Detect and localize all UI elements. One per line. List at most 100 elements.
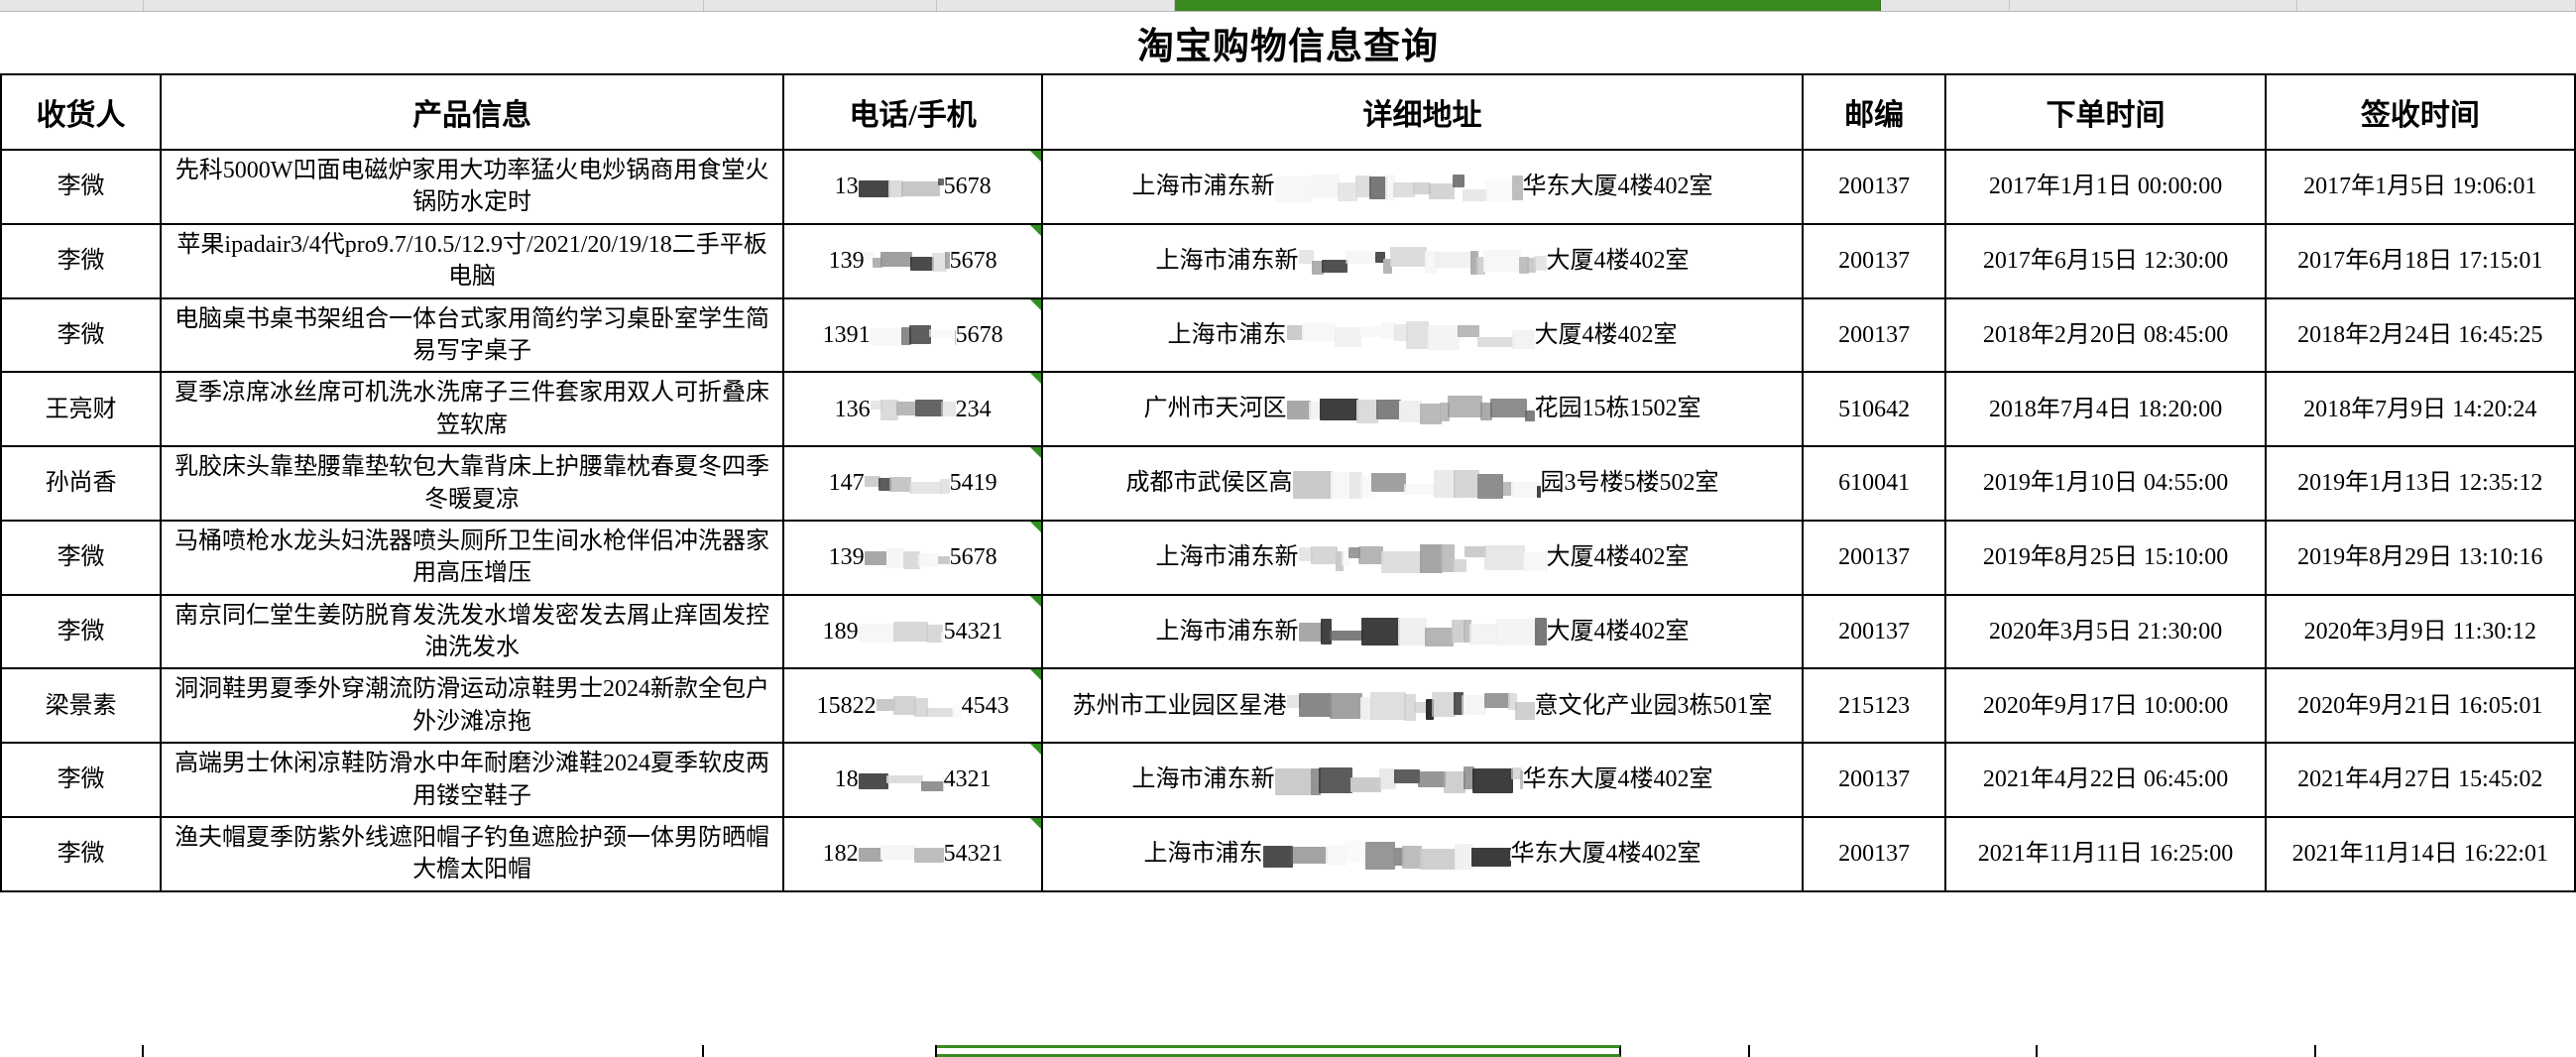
cell-order-time[interactable]: 2017年6月15日 12:30:00 [1944,222,2267,299]
cell-order-time[interactable]: 2021年4月22日 06:45:00 [1944,742,2267,819]
cell-order-time[interactable]: 2021年11月11日 16:25:00 [1944,816,2267,892]
cell-sign-time[interactable]: 2019年1月13日 12:35:12 [2264,445,2576,522]
cell-zipcode[interactable]: 200137 [1801,816,1947,892]
table-row[interactable]: 李微 渔夫帽夏季防紫外线遮阳帽子钓鱼遮脸护颈一体男防晒帽大檐太阳帽 182 54321… [0,816,2576,892]
cell-recipient-name[interactable]: 李微 [0,149,163,225]
cell-product-info[interactable]: 夏季凉席冰丝席可机洗水洗席子三件套家用双人可折叠床笠软席 [160,371,784,448]
column-header-segment-1[interactable] [144,0,704,11]
cell-sign-time[interactable]: 2017年1月5日 19:06:01 [2264,149,2576,225]
table-row[interactable]: 王亮财 夏季凉席冰丝席可机洗水洗席子三件套家用双人可折叠床笠软席 136 234 广州市… [0,371,2576,448]
cell-phone[interactable]: 147 5419 [781,445,1044,522]
cell-product-info[interactable]: 苹果ipadair3/4代pro9.7/10.5/12.9寸/2021/20/1… [160,222,784,299]
cell-recipient-name[interactable]: 李微 [0,742,163,819]
cell-phone[interactable]: 182 54321 [781,816,1044,892]
cell-address[interactable]: 上海市浦东新 华东大厦4楼402室 [1041,742,1804,819]
column-header-zipcode[interactable]: 邮编 [1801,73,1947,151]
column-header-segment-5[interactable] [1881,0,2010,11]
cell-phone[interactable]: 13 5678 [781,149,1044,225]
cell-product-info[interactable]: 马桶喷枪水龙头妇洗器喷头厕所卫生间水枪伴侣冲洗器家用高压增压 [160,519,784,596]
column-header-segment-4[interactable] [1175,0,1881,11]
cell-phone[interactable]: 18 4321 [781,742,1044,819]
column-header-sign-time[interactable]: 签收时间 [2264,73,2576,151]
cell-zipcode[interactable]: 510642 [1801,371,1947,448]
cell-address[interactable]: 成都市武侯区高 园3号楼5楼502室 [1041,445,1804,522]
table-row[interactable]: 李微 南京同仁堂生姜防脱育发洗发水增发密发去屑止痒固发控油洗发水 189 54321 上… [0,593,2576,670]
cell-product-info[interactable]: 渔夫帽夏季防紫外线遮阳帽子钓鱼遮脸护颈一体男防晒帽大檐太阳帽 [160,816,784,892]
column-header-name[interactable]: 收货人 [0,73,163,151]
cell-product-info[interactable]: 南京同仁堂生姜防脱育发洗发水增发密发去屑止痒固发控油洗发水 [160,593,784,670]
cell-address[interactable]: 上海市浦东 大厦4楼402室 [1041,296,1804,374]
cell-order-time[interactable]: 2019年8月25日 15:10:00 [1944,519,2267,596]
cell-address[interactable]: 上海市浦东新 大厦4楼402室 [1041,519,1804,596]
cell-recipient-name[interactable]: 李微 [0,816,163,892]
table-row[interactable]: 梁景素 洞洞鞋男夏季外穿潮流防滑运动凉鞋男士2024新款全包户外沙滩凉拖 15822… [0,667,2576,745]
column-header-phone[interactable]: 电话/手机 [781,73,1044,151]
table-row[interactable]: 孙尚香 乳胶床头靠垫腰靠垫软包大靠背床上护腰靠枕春夏冬四季冬暖夏凉 147 5419 成… [0,445,2576,522]
cell-product-info[interactable]: 先科5000W凹面电磁炉家用大功率猛火电炒锅商用食堂火锅防水定时 [160,149,784,225]
cell-phone[interactable]: 15822 4543 [781,667,1044,745]
cell-sign-time[interactable]: 2020年9月21日 16:05:01 [2264,667,2576,745]
cell-sign-time[interactable]: 2019年8月29日 13:10:16 [2264,519,2576,596]
column-header-segment-2[interactable] [704,0,937,11]
cell-zipcode[interactable]: 200137 [1801,222,1947,299]
cell-address[interactable]: 上海市浦东新 大厦4楼402室 [1041,222,1804,299]
cell-phone[interactable]: 139 5678 [781,222,1044,299]
cell-sign-time[interactable]: 2021年4月27日 15:45:02 [2264,742,2576,819]
cell-zipcode[interactable]: 200137 [1801,149,1947,225]
cell-zipcode[interactable]: 215123 [1801,667,1947,745]
column-header-segment-0[interactable] [0,0,144,11]
address-prefix: 上海市浦东新 [1155,247,1299,274]
column-header-address[interactable]: 详细地址 [1041,73,1804,151]
table-row[interactable]: 李微 电脑桌书桌书架组合一体台式家用简约学习桌卧室学生简易写字桌子 1391 5678… [0,296,2576,374]
cell-zipcode[interactable]: 610041 [1801,445,1947,522]
cell-product-info[interactable]: 洞洞鞋男夏季外穿潮流防滑运动凉鞋男士2024新款全包户外沙滩凉拖 [160,667,784,745]
cell-zipcode[interactable]: 200137 [1801,296,1947,374]
cell-recipient-name[interactable]: 李微 [0,593,163,670]
cell-order-time[interactable]: 2019年1月10日 04:55:00 [1944,445,2267,522]
cell-zipcode[interactable]: 200137 [1801,519,1947,596]
cell-phone[interactable]: 139 5678 [781,519,1044,596]
cell-order-time[interactable]: 2018年7月4日 18:20:00 [1944,371,2267,448]
column-header-segment-3[interactable] [937,0,1175,11]
cell-phone[interactable]: 1391 5678 [781,296,1044,374]
cell-recipient-name[interactable]: 李微 [0,519,163,596]
bottom-cell-product [144,1045,704,1057]
table-row[interactable]: 李微 高端男士休闲凉鞋防滑水中年耐磨沙滩鞋2024夏季软皮两用镂空鞋子 18 4321… [0,742,2576,819]
cell-recipient-name[interactable]: 孙尚香 [0,445,163,522]
cell-address[interactable]: 上海市浦东新 华东大厦4楼402室 [1041,149,1804,225]
column-header-product[interactable]: 产品信息 [160,73,784,151]
cell-sign-time[interactable]: 2017年6月18日 17:15:01 [2264,222,2576,299]
address-suffix: 大厦4楼402室 [1546,247,1690,274]
cell-product-info[interactable]: 乳胶床头靠垫腰靠垫软包大靠背床上护腰靠枕春夏冬四季冬暖夏凉 [160,445,784,522]
column-header-segment-7[interactable] [2297,0,2576,11]
spreadsheet-column-header-strip[interactable] [0,0,2576,12]
cell-address[interactable]: 广州市天河区 花园15栋1502室 [1041,371,1804,448]
cell-sign-time[interactable]: 2018年2月24日 16:45:25 [2264,296,2576,374]
column-header-segment-6[interactable] [2010,0,2297,11]
cell-order-time[interactable]: 2020年9月17日 10:00:00 [1944,667,2267,745]
cell-order-time[interactable]: 2017年1月1日 00:00:00 [1944,149,2267,225]
cell-product-info[interactable]: 高端男士休闲凉鞋防滑水中年耐磨沙滩鞋2024夏季软皮两用镂空鞋子 [160,742,784,819]
cell-order-time[interactable]: 2020年3月5日 21:30:00 [1944,593,2267,670]
cell-sign-time[interactable]: 2018年7月9日 14:20:24 [2264,371,2576,448]
address-suffix: 意文化产业园3栋501室 [1534,692,1773,719]
cell-address[interactable]: 苏州市工业园区星港 意文化产业园3栋501室 [1041,667,1804,745]
table-row[interactable]: 李微 先科5000W凹面电磁炉家用大功率猛火电炒锅商用食堂火锅防水定时 13 5678… [0,149,2576,225]
table-row[interactable]: 李微 苹果ipadair3/4代pro9.7/10.5/12.9寸/2021/20… [0,222,2576,299]
cell-product-info[interactable]: 电脑桌书桌书架组合一体台式家用简约学习桌卧室学生简易写字桌子 [160,296,784,374]
cell-zipcode[interactable]: 200137 [1801,593,1947,670]
cell-phone[interactable]: 189 54321 [781,593,1044,670]
cell-phone[interactable]: 136 234 [781,371,1044,448]
table-row[interactable]: 李微 马桶喷枪水龙头妇洗器喷头厕所卫生间水枪伴侣冲洗器家用高压增压 139 5678 上… [0,519,2576,596]
cell-address[interactable]: 上海市浦东 华东大厦4楼402室 [1041,816,1804,892]
cell-order-time[interactable]: 2018年2月20日 08:45:00 [1944,296,2267,374]
cell-zipcode[interactable]: 200137 [1801,742,1947,819]
cell-address[interactable]: 上海市浦东新 大厦4楼402室 [1041,593,1804,670]
cell-sign-time[interactable]: 2021年11月14日 16:22:01 [2264,816,2576,892]
cell-recipient-name[interactable]: 李微 [0,222,163,299]
cell-recipient-name[interactable]: 梁景素 [0,667,163,745]
cell-recipient-name[interactable]: 王亮财 [0,371,163,448]
column-header-order-time[interactable]: 下单时间 [1944,73,2267,151]
cell-sign-time[interactable]: 2020年3月9日 11:30:12 [2264,593,2576,670]
cell-recipient-name[interactable]: 李微 [0,296,163,374]
